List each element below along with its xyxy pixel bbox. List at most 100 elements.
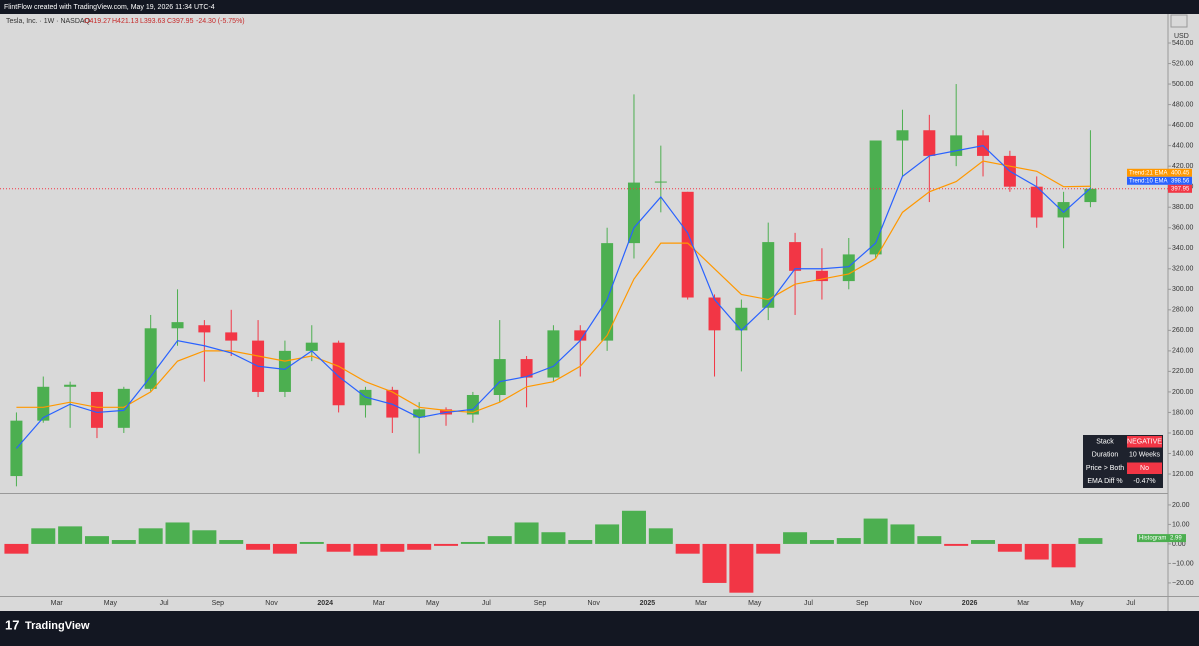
y-tick-label: 180.00 xyxy=(1172,409,1194,416)
candle-body xyxy=(601,243,614,341)
y-tick-label: 380.00 xyxy=(1172,204,1194,211)
candle-body xyxy=(789,242,802,271)
x-tick-label: Nov xyxy=(265,600,278,607)
ohlc-close: C397.95 xyxy=(167,18,194,25)
candle-body xyxy=(574,330,587,341)
candle-body xyxy=(815,270,828,282)
ema-line xyxy=(16,160,1091,414)
x-tick-label: Mar xyxy=(1017,600,1030,607)
table-value: 10 Weeks xyxy=(1129,452,1160,459)
candle-body xyxy=(413,409,426,418)
ohlc-change: -24.30 (-5.75%) xyxy=(196,18,245,25)
table-value: -0.47% xyxy=(1133,478,1155,485)
histogram-bar xyxy=(299,541,324,544)
histogram-bar xyxy=(621,510,646,544)
histogram-bar xyxy=(541,532,566,544)
y-tick-label: 20.00 xyxy=(1172,502,1190,509)
candle-body xyxy=(332,342,345,406)
histogram-bar xyxy=(246,543,271,550)
badge-value-bg xyxy=(1168,184,1192,193)
settings-box[interactable] xyxy=(1170,14,1188,28)
histogram-bar xyxy=(487,536,512,544)
y-tick-label: −20.00 xyxy=(1172,580,1194,587)
y-tick-label: 320.00 xyxy=(1172,266,1194,273)
y-tick-label: 10.00 xyxy=(1172,521,1190,528)
candle-body xyxy=(305,342,318,351)
badge-name-bg xyxy=(1127,168,1168,177)
cell-highlight xyxy=(1127,462,1162,474)
y-tick-label: 0.00 xyxy=(1172,541,1186,548)
badge-value: 400.45 xyxy=(1171,170,1190,176)
histogram-bar xyxy=(568,540,593,544)
hist-value-bg xyxy=(1168,534,1186,543)
candle-body xyxy=(923,130,936,156)
x-tick-label: May xyxy=(748,600,762,607)
histogram-bar xyxy=(326,543,351,552)
histogram-bar xyxy=(729,543,754,593)
y-tick-label: 160.00 xyxy=(1172,430,1194,437)
candle-body xyxy=(869,140,882,255)
y-tick-label: 480.00 xyxy=(1172,101,1194,108)
ohlc-low: L393.63 xyxy=(140,18,165,25)
ohlc-open: O419.27 xyxy=(84,18,111,25)
y-tick-label: 520.00 xyxy=(1172,60,1194,67)
x-tick-label: Sep xyxy=(212,600,225,607)
x-tick-label: Mar xyxy=(695,600,708,607)
histogram-bar xyxy=(192,530,217,544)
badge-value: 398.56 xyxy=(1171,178,1190,184)
hist-badge-name: Histogram xyxy=(1139,536,1166,542)
histogram-bar xyxy=(783,532,808,544)
status-table: Stack NEGATIVE Duration 10 Weeks Price > Bot… xyxy=(1083,435,1163,488)
candle-body xyxy=(278,350,291,392)
y-tick-label: 200.00 xyxy=(1172,389,1194,396)
histogram-bar xyxy=(675,543,700,554)
histogram-bar xyxy=(1051,543,1076,568)
y-tick-label: 300.00 xyxy=(1172,286,1194,293)
candle-body xyxy=(627,182,640,244)
histogram-bar xyxy=(407,543,432,550)
candle-body xyxy=(144,328,157,389)
histogram-bar xyxy=(138,528,163,544)
badge-name: Trend:21 EMA xyxy=(1129,170,1167,176)
y-tick-label: 240.00 xyxy=(1172,348,1194,355)
x-tick-label: Nov xyxy=(587,600,600,607)
y-tick-label: 360.00 xyxy=(1172,225,1194,232)
candle-body xyxy=(1084,188,1097,203)
badge-value-bg xyxy=(1168,168,1192,177)
candle-body xyxy=(90,391,103,428)
histogram-bar xyxy=(756,543,781,554)
candle-body xyxy=(64,384,77,387)
histogram-bar xyxy=(4,543,29,554)
x-tick-label: Jul xyxy=(804,600,813,607)
candle-body xyxy=(493,359,506,395)
ohlc-high: H421.13 xyxy=(112,18,139,25)
x-tick-label: May xyxy=(1070,600,1084,607)
cell-highlight xyxy=(1127,436,1162,448)
histogram-bar xyxy=(809,540,834,544)
y-tick-label: 140.00 xyxy=(1172,450,1194,457)
chart-background xyxy=(0,14,1199,611)
histogram-bar xyxy=(165,522,190,544)
histogram-bar xyxy=(917,536,942,544)
histogram-bar xyxy=(702,543,727,583)
y-tick-label: 440.00 xyxy=(1172,142,1194,149)
histogram-bar xyxy=(380,543,405,552)
candle-body xyxy=(198,325,211,333)
y-tick-label: 460.00 xyxy=(1172,122,1194,129)
x-tick-label: Sep xyxy=(534,600,547,607)
y-tick-label: −10.00 xyxy=(1172,560,1194,567)
table-value: No xyxy=(1140,465,1149,472)
histogram-bar xyxy=(648,528,673,544)
histogram-bar xyxy=(31,528,56,544)
table-label: Price > Both xyxy=(1086,465,1124,472)
histogram-bar xyxy=(460,541,485,544)
y-tick-label: 260.00 xyxy=(1172,327,1194,334)
symbol: Tesla, Inc. · 1W · NASDAQ xyxy=(6,18,91,25)
hist-badge-bg xyxy=(1137,534,1168,543)
badge-name-bg xyxy=(1127,176,1168,185)
histogram-bar xyxy=(944,543,969,546)
x-tick-label: Mar xyxy=(51,600,64,607)
y-tick-label: 120.00 xyxy=(1172,471,1194,478)
